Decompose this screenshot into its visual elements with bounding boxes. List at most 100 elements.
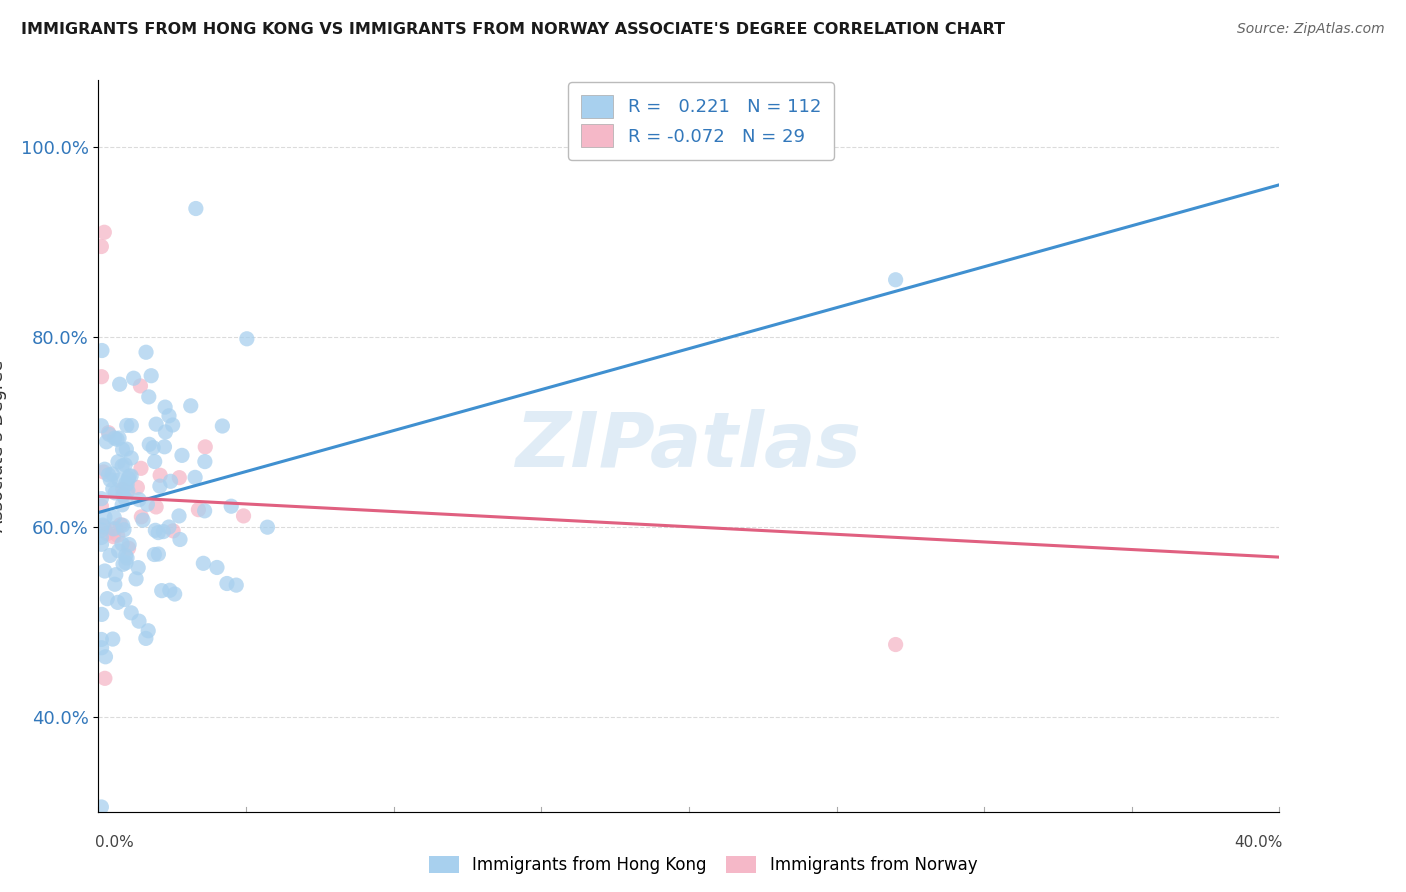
Point	[101, 632, 124, 646]
Text: 0.0%: 0.0%	[96, 836, 134, 850]
Point	[157, 409, 180, 423]
Point	[187, 502, 209, 516]
Text: IMMIGRANTS FROM HONG KONG VS IMMIGRANTS FROM NORWAY ASSOCIATE'S DEGREE CORRELATI: IMMIGRANTS FROM HONG KONG VS IMMIGRANTS …	[21, 22, 1005, 37]
Point	[135, 345, 157, 359]
Point	[120, 606, 142, 620]
Point	[194, 440, 217, 454]
Point	[97, 425, 120, 440]
Point	[115, 418, 138, 433]
Point	[170, 449, 193, 463]
Point	[94, 671, 117, 685]
Point	[104, 577, 127, 591]
Point	[193, 557, 215, 571]
Point	[114, 549, 136, 563]
Point	[108, 377, 131, 392]
Point	[96, 434, 118, 449]
Point	[90, 499, 112, 513]
Point	[93, 520, 115, 534]
Point	[104, 486, 127, 500]
Point	[184, 202, 207, 216]
Point	[149, 479, 172, 493]
Point	[120, 450, 142, 465]
Point	[143, 548, 166, 562]
Point	[107, 528, 129, 542]
Point	[90, 607, 112, 622]
Point	[167, 508, 190, 523]
Point	[136, 624, 159, 638]
Point	[120, 469, 142, 483]
Point	[184, 470, 207, 484]
Point	[169, 470, 191, 484]
Point	[114, 476, 136, 491]
Point	[142, 441, 165, 455]
Point	[159, 475, 181, 489]
Point	[127, 480, 149, 494]
Point	[93, 465, 115, 479]
Point	[138, 437, 160, 451]
Point	[98, 473, 121, 487]
Point	[90, 239, 112, 253]
Point	[101, 482, 124, 496]
Point	[128, 614, 150, 628]
Point	[143, 524, 166, 538]
Point	[114, 491, 136, 506]
Point	[118, 469, 141, 483]
Point	[138, 390, 160, 404]
Point	[162, 524, 184, 538]
Point	[103, 530, 125, 544]
Point	[103, 522, 125, 536]
Point	[129, 461, 152, 475]
Point	[115, 485, 138, 500]
Point	[107, 455, 129, 469]
Point	[145, 500, 167, 514]
Point	[162, 417, 184, 432]
Point	[115, 556, 138, 570]
Point	[94, 510, 117, 524]
Point	[115, 477, 138, 491]
Point	[90, 491, 112, 506]
Legend: R =   0.221   N = 112, R = -0.072   N = 29: R = 0.221 N = 112, R = -0.072 N = 29	[568, 82, 834, 160]
Point	[90, 640, 112, 655]
Point	[194, 504, 217, 518]
Point	[127, 560, 149, 574]
Point	[884, 273, 907, 287]
Point	[91, 343, 114, 358]
Point	[884, 638, 907, 652]
Point	[225, 578, 247, 592]
Y-axis label: Associate's Degree: Associate's Degree	[0, 359, 7, 533]
Point	[104, 521, 127, 535]
Point	[111, 442, 134, 457]
Point	[141, 368, 163, 383]
Point	[111, 498, 134, 512]
Point	[136, 497, 159, 511]
Point	[143, 454, 166, 468]
Point	[105, 433, 128, 447]
Point	[112, 558, 135, 572]
Point	[180, 399, 202, 413]
Point	[155, 425, 177, 439]
Point	[153, 440, 176, 454]
Point	[107, 595, 129, 609]
Legend: Immigrants from Hong Kong, Immigrants from Norway: Immigrants from Hong Kong, Immigrants fr…	[423, 851, 983, 880]
Point	[90, 523, 112, 537]
Point	[90, 800, 112, 814]
Point	[135, 632, 157, 646]
Point	[104, 431, 127, 445]
Point	[108, 473, 131, 487]
Point	[149, 468, 172, 483]
Point	[115, 550, 138, 565]
Point	[122, 371, 145, 385]
Point	[93, 462, 115, 476]
Point	[132, 513, 155, 527]
Point	[103, 510, 125, 524]
Point	[117, 541, 139, 556]
Point	[97, 467, 120, 482]
Point	[110, 517, 132, 532]
Point	[114, 458, 136, 472]
Point	[169, 533, 191, 547]
Text: 40.0%: 40.0%	[1234, 836, 1282, 850]
Point	[256, 520, 278, 534]
Point	[91, 518, 114, 533]
Point	[111, 518, 134, 533]
Point	[148, 547, 170, 561]
